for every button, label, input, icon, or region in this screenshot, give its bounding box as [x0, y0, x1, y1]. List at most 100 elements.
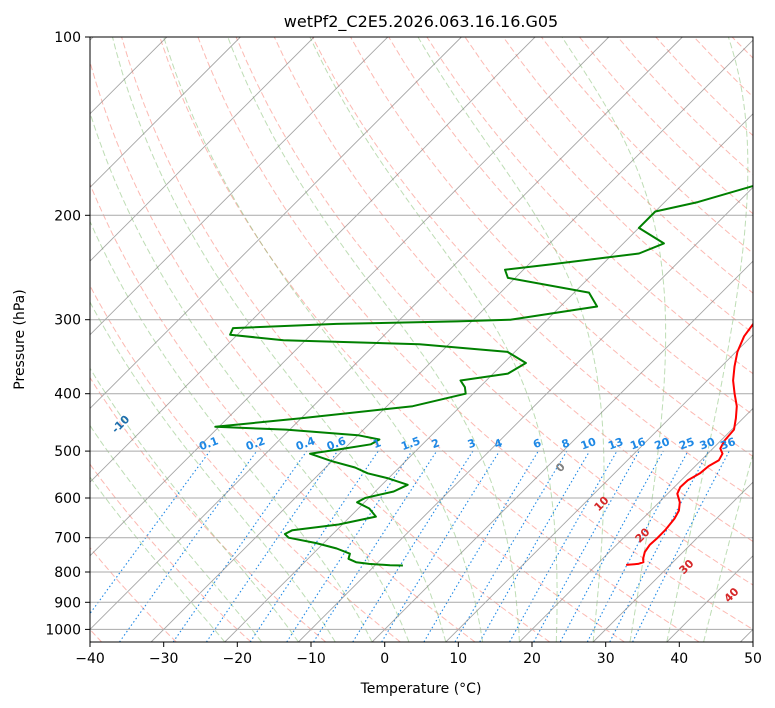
- mixing-ratio-label: 1: [371, 436, 383, 451]
- isotherm: [371, 260, 753, 642]
- dry-adiabat: [90, 463, 252, 642]
- mixing-ratio-label: 0.6: [325, 434, 348, 453]
- dry-adiabat: [350, 37, 753, 458]
- dry-adiabat: [655, 37, 753, 137]
- mixing-ratio-label: 4: [492, 436, 504, 451]
- mixing-ratio-line: [90, 450, 211, 615]
- moist-adiabat: [561, 37, 667, 642]
- moist-adiabat: [90, 367, 299, 642]
- moist-adiabat: [90, 111, 410, 642]
- dry-adiabat: [311, 37, 753, 500]
- x-tick-label: 40: [670, 651, 688, 667]
- isotherm: [740, 628, 753, 642]
- mixing-ratio-label: 6: [531, 436, 543, 451]
- isotherm: [90, 37, 462, 410]
- x-tick-label: 50: [744, 651, 762, 667]
- moist-adiabat-label: 30: [677, 557, 697, 577]
- moist-adiabat: [90, 220, 373, 642]
- isotherm: [90, 37, 389, 336]
- mixing-ratio-line: [454, 450, 568, 642]
- temperature-profile: [626, 322, 753, 566]
- x-tick-label: 30: [597, 651, 615, 667]
- dry-adiabat: [502, 37, 753, 294]
- mixing-ratio-line: [533, 450, 640, 642]
- dry-adiabat: [90, 60, 551, 642]
- mixing-ratio-label: 2: [430, 436, 442, 451]
- moist-adiabat: [666, 37, 749, 642]
- dry-adiabat: [235, 37, 753, 586]
- mixing-ratio-label: 36: [719, 435, 738, 453]
- mixing-ratio-line: [559, 450, 664, 642]
- moist-adiabat: [90, 424, 262, 642]
- y-tick-label: 1000: [45, 622, 81, 638]
- mixing-ratio-line: [381, 450, 500, 642]
- sounding-series: [214, 184, 753, 567]
- dry-adiabat: [121, 37, 625, 642]
- moist-adiabat: [112, 37, 447, 642]
- isotherm: [298, 186, 753, 642]
- mixing-ratio-line: [172, 450, 308, 642]
- y-tick-label: 300: [54, 313, 81, 329]
- x-tick-label: 10: [449, 651, 467, 667]
- mixing-ratio-line: [423, 450, 539, 642]
- moist-adiabat-label: 10: [592, 494, 612, 514]
- mixing-ratio-label: 16: [628, 435, 647, 453]
- mixing-ratio-label: 0.4: [294, 434, 317, 453]
- dry-adiabat-lines: [90, 37, 753, 642]
- moist-adiabat: [227, 37, 520, 642]
- mixing-ratio-line: [632, 450, 730, 642]
- dry-adiabat: [197, 37, 753, 630]
- isotherm: [90, 37, 536, 483]
- x-tick-label: −30: [149, 651, 179, 667]
- x-axis-label: Temperature (°C): [360, 681, 482, 697]
- y-axis-ticks: 1000 900 800 700 600 500 400 300 200 100: [45, 30, 90, 638]
- plot-area: 0.10.20.40.611.52346810131620253036-100-…: [90, 37, 753, 642]
- x-tick-label: −40: [75, 651, 105, 667]
- mixing-ratio-line: [249, 450, 379, 642]
- isotherm: [150, 39, 753, 642]
- y-tick-label: 800: [54, 565, 81, 581]
- mixing-ratio-label: 13: [606, 435, 625, 452]
- y-tick-label: 400: [54, 387, 81, 403]
- isotherm: [90, 37, 683, 631]
- mixing-ratio-line: [509, 450, 618, 642]
- moist-adiabat: [163, 37, 484, 642]
- dry-adiabat: [541, 37, 753, 254]
- moist-adiabat: [309, 37, 558, 642]
- x-tick-label: 0: [380, 651, 389, 667]
- mixing-ratio-label: 8: [560, 436, 572, 451]
- x-tick-label: −10: [296, 651, 326, 667]
- x-axis-ticks: −40 −30 −20 −10 0 10 20 30 40 50: [75, 642, 762, 667]
- mixing-ratio-label: 1.5: [399, 434, 422, 453]
- mixing-ratio-label: 25: [677, 435, 696, 452]
- mixing-ratio-label: 0.1: [197, 434, 220, 453]
- y-tick-label: 100: [54, 30, 81, 46]
- dry-adiabat: [90, 546, 177, 642]
- plot-frame: [89, 36, 754, 643]
- chart-title: wetPf2_C2E5.2026.063.16.16.G05: [284, 12, 558, 32]
- y-tick-label: 900: [54, 595, 81, 611]
- isotherm-lines: [90, 37, 753, 642]
- isotherm: [666, 555, 753, 642]
- isobar-lines: [90, 37, 753, 630]
- moist-adiabat-lines: [90, 37, 753, 642]
- moist-adiabat: [90, 301, 336, 642]
- isotherm: [90, 37, 610, 557]
- mixing-ratio-label: 20: [653, 435, 672, 453]
- x-tick-label: −20: [223, 651, 253, 667]
- moist-adiabat: [90, 476, 226, 642]
- mixing-ratio-label: 3: [466, 436, 478, 451]
- isotherm: [224, 113, 753, 642]
- isotherm: [445, 334, 753, 642]
- mixing-ratio-line: [119, 450, 258, 642]
- isotherm: [519, 407, 753, 642]
- dry-adiabat-label: -10: [109, 412, 132, 435]
- mixing-ratio-line: [352, 450, 474, 642]
- dry-adiabat: [693, 37, 753, 98]
- isotherm: [90, 37, 241, 189]
- y-tick-label: 500: [54, 444, 81, 460]
- dry-adiabat: [388, 37, 753, 416]
- y-tick-label: 600: [54, 491, 81, 507]
- dry-adiabat: [90, 182, 476, 642]
- dry-adiabat: [464, 37, 753, 334]
